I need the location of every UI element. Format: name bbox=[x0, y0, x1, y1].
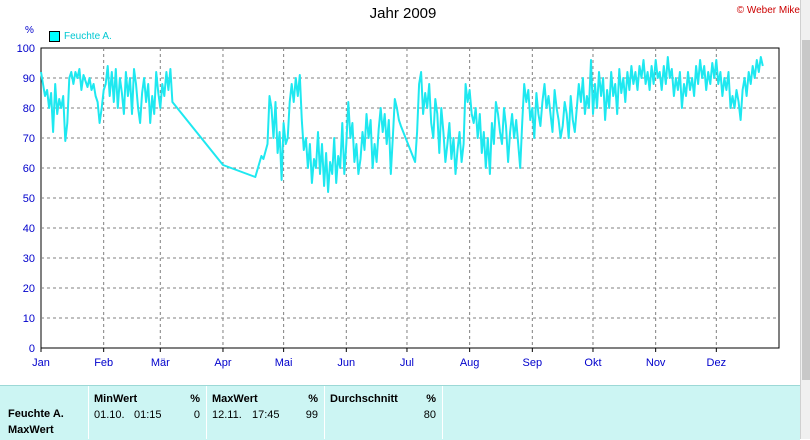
scrollbar-thumb[interactable] bbox=[802, 40, 810, 380]
y-tick-label: 40 bbox=[23, 223, 35, 235]
y-tick-label: 60 bbox=[23, 163, 35, 175]
y-tick-label: 70 bbox=[23, 133, 35, 145]
stats-row-sublabel: MaxWert bbox=[8, 424, 54, 436]
stats-empty-area bbox=[442, 386, 801, 439]
x-tick-label: Mai bbox=[275, 357, 293, 369]
avg-value: 80 bbox=[423, 409, 436, 421]
y-tick-label: 80 bbox=[23, 103, 35, 115]
max-unit: % bbox=[308, 393, 318, 405]
avg-unit: % bbox=[426, 393, 436, 405]
chart-svg: 0 10 20 30 40 50 60 70 80 90 100 Jan Feb Mär Apr Mai Ju… bbox=[17, 43, 780, 369]
y-tick-label: 0 bbox=[29, 343, 35, 355]
stats-row-label: Feuchte A. bbox=[8, 408, 64, 420]
min-unit: % bbox=[190, 393, 200, 405]
chart-title: Jahr 2009 bbox=[369, 5, 437, 22]
y-tick-label: 30 bbox=[23, 253, 35, 265]
x-tick-label: Jul bbox=[400, 357, 414, 369]
y-axis-ticks: 0 10 20 30 40 50 60 70 80 90 100 bbox=[17, 43, 35, 355]
y-tick-label: 20 bbox=[23, 283, 35, 295]
max-header: MaxWert bbox=[212, 393, 258, 405]
x-tick-label: Sep bbox=[523, 357, 543, 369]
min-header: MinWert bbox=[94, 393, 138, 405]
vertical-scrollbar[interactable] bbox=[800, 0, 810, 439]
x-tick-label: Okt bbox=[584, 357, 601, 369]
legend-swatch bbox=[49, 31, 60, 42]
x-tick-label: Jan bbox=[32, 357, 50, 369]
avg-header: Durchschnitt bbox=[330, 393, 398, 405]
y-tick-label: 100 bbox=[17, 43, 35, 55]
max-column: MaxWert % 12.11. 17:45 99 bbox=[206, 386, 323, 439]
min-time: 01:15 bbox=[134, 409, 162, 421]
legend: Feuchte A. bbox=[49, 31, 112, 42]
stats-panel: Feuchte A. MaxWert MinWert % 01.10. 01:1… bbox=[0, 385, 800, 440]
y-axis-unit: % bbox=[25, 25, 34, 36]
x-tick-label: Apr bbox=[214, 357, 231, 369]
max-time: 17:45 bbox=[252, 409, 280, 421]
legend-label: Feuchte A. bbox=[64, 31, 112, 42]
x-tick-label: Dez bbox=[707, 357, 727, 369]
avg-column: Durchschnitt % 80 bbox=[324, 386, 441, 439]
min-date: 01.10. bbox=[94, 409, 125, 421]
x-axis-ticks: Jan Feb Mär Apr Mai Jun Jul Aug Sep Okt Nov Dez bbox=[32, 348, 726, 369]
y-tick-label: 10 bbox=[23, 313, 35, 325]
copyright-label: © Weber Mike bbox=[736, 5, 800, 16]
x-tick-label: Jun bbox=[337, 357, 355, 369]
x-tick-label: Aug bbox=[460, 357, 480, 369]
y-tick-label: 50 bbox=[23, 193, 35, 205]
y-tick-label: 90 bbox=[23, 73, 35, 85]
min-column: MinWert % 01.10. 01:15 0 bbox=[88, 386, 205, 439]
x-tick-label: Mär bbox=[151, 357, 170, 369]
x-tick-label: Feb bbox=[94, 357, 113, 369]
min-value: 0 bbox=[193, 409, 200, 421]
series-line-feuchte-a bbox=[40, 56, 764, 193]
max-date: 12.11. bbox=[212, 409, 242, 421]
max-value: 99 bbox=[305, 409, 318, 421]
x-tick-label: Nov bbox=[646, 357, 666, 369]
